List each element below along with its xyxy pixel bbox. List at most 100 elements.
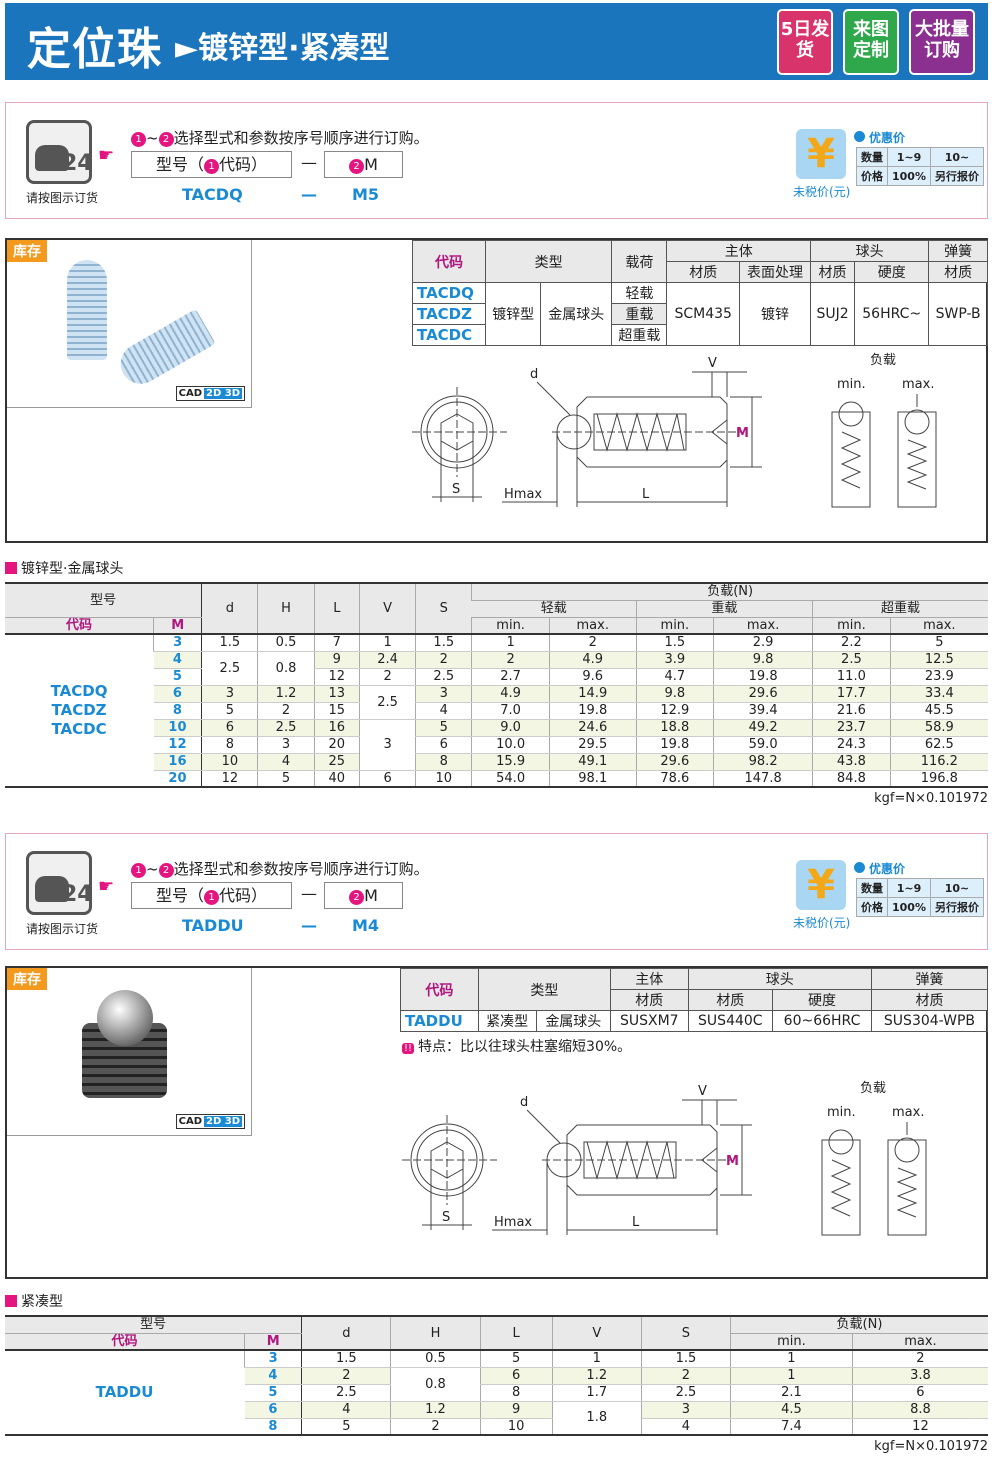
dim-label-d: d: [530, 367, 538, 382]
table-cell: 98.2: [713, 753, 813, 771]
table-cell: 3.8: [851, 1367, 988, 1385]
table-cell: 19.8: [635, 736, 714, 754]
table-cell: 5: [153, 668, 202, 686]
header-m: M: [244, 1333, 302, 1351]
phone-receiver-icon: [35, 145, 69, 171]
separator-dash: —: [301, 153, 317, 172]
example-dash: —: [301, 916, 317, 935]
table-cell: 29.6: [635, 753, 714, 771]
table-cell: 2: [359, 668, 416, 686]
table-row: 12 8 3 20 6 10.0 29.5 19.8 59.0 24.3 62.5: [5, 736, 988, 754]
table-cell: 4.5: [729, 1401, 853, 1419]
dimension-diagram: S Hmax L d V M 负载 min. max.: [412, 352, 982, 526]
table-cell: 10: [201, 753, 258, 771]
order-instruction: 1 ~2 选择型式和参数按序号顺序进行订购。: [131, 858, 429, 879]
code-link[interactable]: TACDC: [51, 720, 107, 738]
pointing-hand-icon: ☛: [98, 876, 115, 897]
table-cell: 2: [548, 634, 637, 652]
table-cell: 5: [415, 719, 472, 737]
code-link[interactable]: TACDQ: [411, 282, 487, 304]
model-code-box: 型号（ 1 代码）: [131, 151, 292, 178]
table-cell: 12.9: [635, 702, 714, 720]
table-cell: 2.9: [713, 634, 813, 652]
table-cell: 4: [153, 651, 202, 669]
dim-label-s: S: [442, 1210, 450, 1225]
table-row: 10 6 2.5 16 3 5 9.0 24.6 18.8 49.2 23.7 58.9: [5, 719, 988, 771]
table-cell: 1: [471, 634, 550, 652]
table-cell: 3: [153, 634, 202, 652]
table-cell: 12: [313, 668, 360, 686]
header-model: 型号: [5, 583, 202, 618]
table-cell: 7.0: [471, 702, 550, 720]
table-cell: 6: [851, 1384, 988, 1402]
table-cell: 9: [313, 651, 360, 669]
table-row: 5 12 2 2.5 2.7 9.6 4.7 19.8 11.0 23.9: [5, 668, 988, 686]
hours-24-icon: 24: [62, 882, 93, 907]
table-cell: 2.7: [471, 668, 550, 686]
table-cell: 43.8: [812, 753, 891, 771]
table-cell: 8: [244, 1418, 302, 1436]
table-cell: 10.0: [471, 736, 550, 754]
table-cell: 5: [257, 770, 315, 788]
table-cell: 1.5: [415, 634, 472, 652]
code-link[interactable]: TACDC: [411, 324, 487, 346]
table-cell: 54.0: [471, 770, 550, 788]
code-link[interactable]: TACDZ: [411, 303, 487, 325]
cad-download-icon[interactable]: CAD 2D 3D: [175, 1114, 245, 1129]
phone-caption: 请按图示订货: [26, 922, 99, 936]
table-cell: 2.5: [301, 1384, 391, 1402]
spec-table-1: 代码 类型 载荷 主体 球头 弹簧 材质 表面处理 材质 硬度 材质 TACDQ 镀锌型 金属球头 轻载…: [411, 240, 988, 346]
table-cell: 11.0: [812, 668, 891, 686]
badge-bulk-order: 大批量订购: [909, 9, 975, 75]
table-cell: 2.5: [640, 1384, 731, 1402]
table-cell: 20: [313, 736, 360, 754]
table-cell: 2.4: [359, 651, 416, 669]
table-cell: 6: [201, 719, 258, 737]
header-code: 代码: [5, 1333, 245, 1351]
table-cell: 49.2: [713, 719, 813, 737]
header-dim: S: [415, 583, 472, 635]
table-cell: 1: [729, 1367, 853, 1385]
table-cell: 9.8: [713, 651, 813, 669]
table-cell: 3: [359, 719, 416, 771]
table-cell: 12: [201, 770, 258, 788]
discount-table: 数量 1~9 10~ 价格 100% 另行报价: [856, 147, 984, 186]
table-cell: 1: [729, 1350, 853, 1368]
table-row: 6 4 1.2 9 1.8 3 4.5 8.8: [5, 1401, 988, 1436]
code-link[interactable]: TADDU: [95, 1383, 154, 1401]
example-code: TACDQ: [182, 185, 243, 204]
header-dim: V: [359, 583, 416, 635]
table-row: 6 3 1.2 13 2.5 3 4.9 14.9 9.8 29.6 17.7 33.4: [5, 685, 988, 720]
table-cell: 12: [153, 736, 202, 754]
table-cell: 15.9: [471, 753, 550, 771]
load-label: 负载: [860, 1081, 886, 1096]
table-cell: 16: [313, 719, 360, 737]
table-cell: 1.5: [640, 1350, 731, 1368]
table-cell: 40: [313, 770, 360, 788]
header-load: 负载(N): [471, 583, 988, 601]
order-guide-2: 24 请按图示订货 ☛ 1 ~2 选择型式和参数按序号顺序进行订购。 型号（ 1 代码）…: [5, 833, 988, 950]
table-cell: 12.5: [889, 651, 988, 669]
table-cell: 15: [313, 702, 360, 720]
load-min-label: min.: [837, 377, 866, 392]
header-dim: d: [201, 583, 258, 635]
table-cell: 8: [415, 753, 472, 771]
example-code: TADDU: [182, 916, 244, 935]
table-cell: 39.4: [713, 702, 813, 720]
phone-receiver-icon: [35, 876, 69, 902]
table-cell: 17.7: [812, 685, 891, 703]
code-link[interactable]: TADDU: [400, 1010, 479, 1032]
dim-label-m: M: [726, 1154, 739, 1169]
table-cell: 1.5: [301, 1350, 391, 1368]
cad-download-icon[interactable]: CAD 2D 3D: [175, 386, 245, 401]
code-link[interactable]: TACDZ: [51, 701, 107, 719]
table-cell: 2.2: [812, 634, 891, 652]
product-panel-1: 库存 CAD 2D 3D 代码 类型 载荷 主体 球头 弹簧 材质 表面处理 材质 硬度 材质 TA…: [5, 238, 988, 543]
table-cell: 5: [244, 1384, 302, 1402]
table-cell: 45.5: [889, 702, 988, 720]
table-cell: 29.6: [713, 685, 813, 703]
dim-label-hmax: Hmax: [494, 1215, 532, 1230]
code-link[interactable]: TACDQ: [50, 682, 108, 700]
